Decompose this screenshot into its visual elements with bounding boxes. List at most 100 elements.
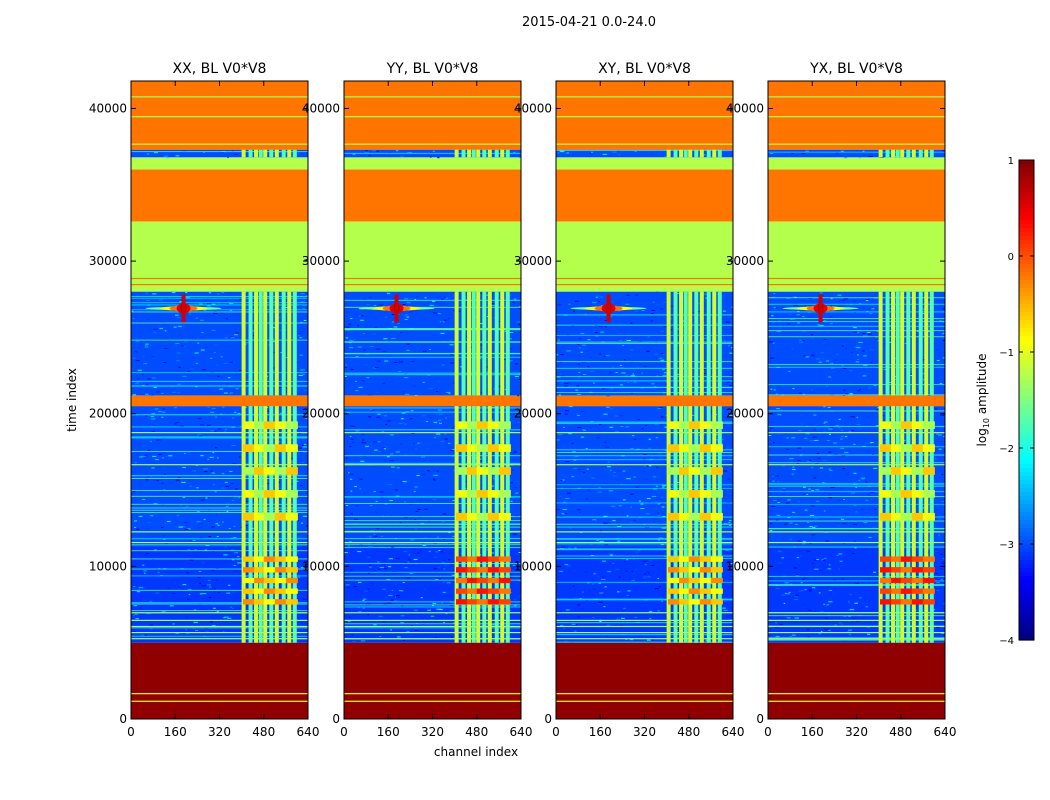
rfi-stripe xyxy=(885,149,890,158)
colorbar-frame xyxy=(1018,159,1035,641)
panel-4: YX, BL V0*V8 0 160 320 480 640 0 10000 20000 3000… xyxy=(726,61,957,739)
band xyxy=(131,221,308,292)
rfi-stripe xyxy=(263,406,268,643)
rfi-blob xyxy=(487,567,500,573)
rfi-blob xyxy=(710,599,723,605)
rfi-blob xyxy=(285,467,298,475)
rfi-blob xyxy=(880,512,893,521)
rfi-blob xyxy=(285,421,298,429)
rfi-blob xyxy=(487,556,500,562)
rfi-stripe xyxy=(476,291,481,396)
rfi-stripe xyxy=(706,291,711,396)
rfi-blob xyxy=(243,567,256,573)
rfi-blob xyxy=(880,421,893,429)
colorbar-segment xyxy=(1019,548,1034,553)
colorbar-segment xyxy=(1019,276,1034,281)
flag-line xyxy=(131,464,308,466)
rfi-blob xyxy=(710,556,723,562)
colorbar-segment xyxy=(1019,344,1034,349)
rfi-stripe xyxy=(292,406,297,643)
band xyxy=(556,149,733,158)
rfi-blob xyxy=(487,490,500,498)
rfi-blob xyxy=(285,556,298,562)
rfi-blob xyxy=(254,577,267,584)
band xyxy=(131,81,308,150)
rfi-stripe xyxy=(487,149,492,158)
rfi-stripe xyxy=(482,291,487,396)
flag-line xyxy=(131,531,308,533)
rfi-stripe xyxy=(694,291,699,396)
band xyxy=(131,291,308,396)
rfi-blob xyxy=(487,467,500,475)
rfi-blob xyxy=(263,421,276,429)
rfi-blob xyxy=(688,512,701,521)
flag-line xyxy=(131,612,308,614)
flag-line xyxy=(131,619,308,621)
rfi-stripe xyxy=(918,406,923,643)
rfi-blob xyxy=(285,577,298,584)
colorbar-segment xyxy=(1019,356,1034,361)
rfi-blob xyxy=(911,599,924,605)
rfi-blob xyxy=(679,467,692,475)
rfi-blob xyxy=(911,588,924,594)
rfi-stripe xyxy=(292,149,297,158)
colorbar-segment xyxy=(1019,404,1034,409)
rfi-stripe xyxy=(929,291,934,396)
rfi-blob xyxy=(891,599,904,605)
rfi-stripe xyxy=(500,406,505,643)
flag-line xyxy=(768,693,945,695)
colorbar-segment xyxy=(1019,564,1034,569)
rfi-stripe xyxy=(476,406,481,643)
colorbar-segment xyxy=(1019,272,1034,277)
rfi-blob xyxy=(487,588,500,594)
rfi-stripe xyxy=(717,149,722,158)
rfi-stripe xyxy=(258,406,263,643)
colorbar-segment xyxy=(1019,536,1034,541)
rfi-blob xyxy=(922,577,935,584)
flag-line xyxy=(131,219,308,222)
colorbar-segment xyxy=(1019,340,1034,345)
colorbar-segment xyxy=(1019,264,1034,269)
rfi-stripe xyxy=(500,149,505,158)
rfi-blob xyxy=(243,556,256,562)
colorbar-segment xyxy=(1019,556,1034,561)
rfi-stripe xyxy=(471,406,476,643)
x-tick-label: 160 xyxy=(801,725,824,739)
y-tick-label: 40000 xyxy=(514,101,552,115)
rfi-blob xyxy=(498,490,511,498)
rfi-blob xyxy=(456,467,469,475)
rfi-stripe xyxy=(699,291,704,396)
rfi-stripe xyxy=(911,406,916,643)
rfi-blob xyxy=(900,490,913,498)
colorbar-segment xyxy=(1019,488,1034,493)
colorbar-segment xyxy=(1019,168,1034,173)
rfi-blob xyxy=(254,421,267,429)
rfi-stripe xyxy=(683,406,688,643)
rfi-blob xyxy=(891,577,904,584)
flag-line xyxy=(556,284,733,286)
y-tick-label: 10000 xyxy=(514,559,552,573)
x-tick-label: 0 xyxy=(764,725,772,739)
colorbar-segment xyxy=(1019,444,1034,449)
rfi-blob xyxy=(668,467,681,475)
colorbar-segment xyxy=(1019,308,1034,313)
rfi-blob xyxy=(243,588,256,594)
panel-title: YX, BL V0*V8 xyxy=(809,61,903,77)
rfi-blob xyxy=(476,421,489,429)
rfi-stripe xyxy=(688,149,693,158)
rfi-blob xyxy=(891,567,904,573)
source-core xyxy=(606,294,611,323)
rfi-stripe xyxy=(929,149,934,158)
colorbar-segment xyxy=(1019,452,1034,457)
rfi-blob xyxy=(254,599,267,605)
x-tick-label: 480 xyxy=(677,725,700,739)
colorbar-segment xyxy=(1019,364,1034,369)
colorbar-tick-label: −2 xyxy=(999,444,1014,455)
rfi-stripe xyxy=(666,149,671,158)
band xyxy=(556,169,733,222)
colorbar-segment xyxy=(1019,504,1034,509)
rfi-blob xyxy=(710,467,723,475)
rfi-blob xyxy=(922,444,935,452)
colorbar-segment xyxy=(1019,216,1034,221)
